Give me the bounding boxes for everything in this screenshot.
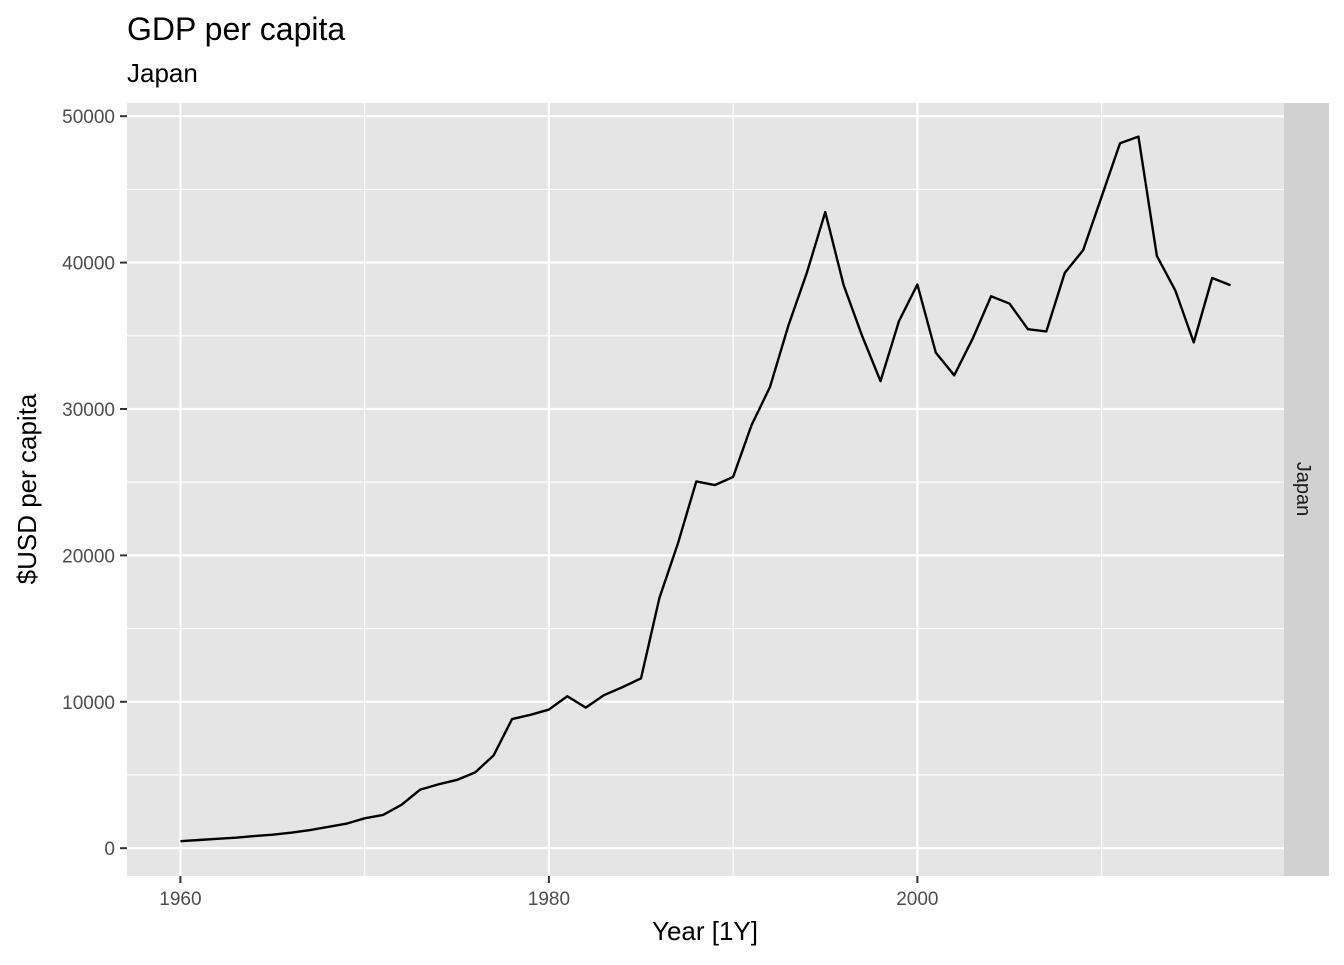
x-tick-label: 1960: [159, 889, 201, 910]
y-axis-title: $USD per capita: [12, 393, 42, 584]
facet-strip-label: Japan: [1292, 462, 1314, 517]
facet-strip: [1284, 103, 1329, 876]
x-axis: 1960 1980 2000: [159, 876, 939, 910]
y-tick-label: 0: [104, 839, 115, 860]
x-axis-title: Year [1Y]: [652, 916, 758, 946]
chart-title: GDP per capita: [127, 11, 345, 47]
y-tick-label: 10000: [62, 693, 115, 714]
x-tick-label: 2000: [896, 889, 938, 910]
y-tick-label: 20000: [62, 546, 115, 567]
plot-panel: [127, 103, 1284, 876]
y-tick-label: 40000: [62, 254, 115, 275]
x-tick-label: 1980: [528, 889, 570, 910]
chart-subtitle: Japan: [127, 58, 198, 88]
y-tick-label: 30000: [62, 400, 115, 421]
series-line: [180, 135, 1232, 843]
major-gridlines: [127, 103, 1284, 876]
series-line-group: [180, 135, 1232, 843]
y-tick-label: 50000: [62, 107, 115, 128]
y-axis: 0 10000 20000 30000 40000 50000: [62, 107, 127, 860]
